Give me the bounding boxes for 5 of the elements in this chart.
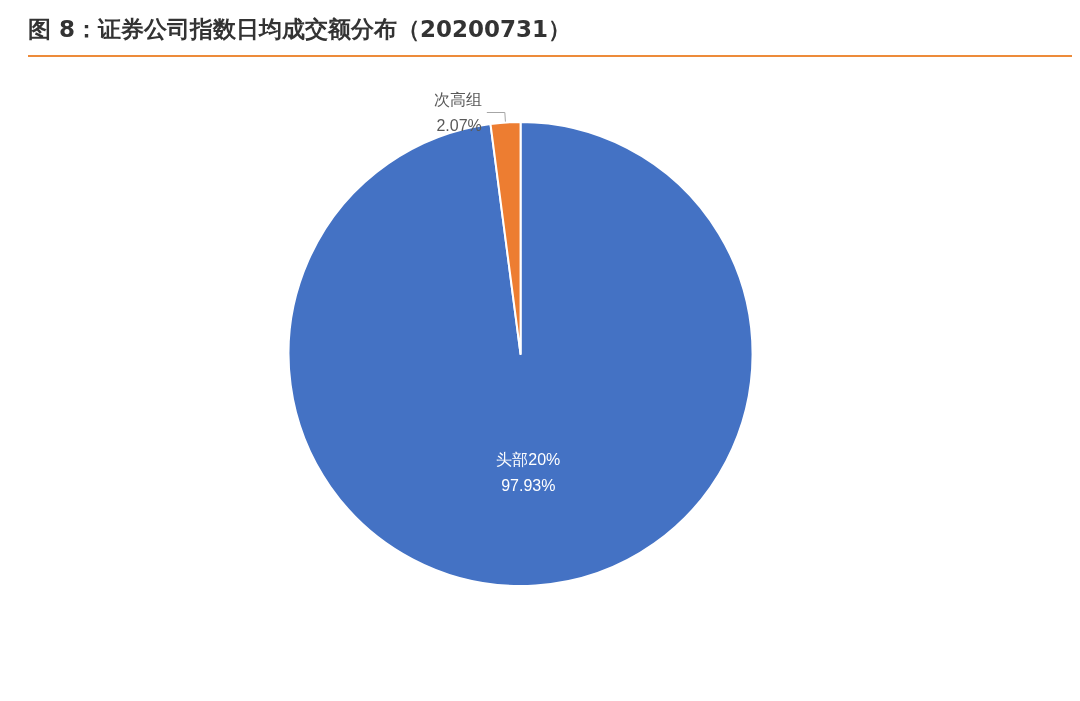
data-label: 2.07% bbox=[436, 117, 482, 135]
data-label: 97.93% bbox=[501, 477, 556, 495]
slice-label: 头部20% bbox=[496, 451, 561, 469]
chart-title: 图 8：证券公司指数日均成交额分布（20200731） bbox=[28, 14, 1072, 57]
slice-label: 次高组 bbox=[433, 91, 482, 109]
